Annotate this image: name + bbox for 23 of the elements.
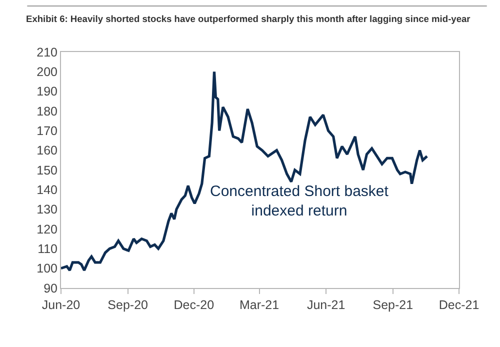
y-tick-label: 190 (36, 84, 58, 99)
y-tick-label: 150 (36, 163, 58, 178)
x-tick-label: Jun-21 (306, 298, 346, 312)
y-tick-label: 160 (36, 144, 58, 158)
annotation: Concentrated Short basket indexed return (210, 183, 390, 220)
y-tick-label: 180 (36, 104, 58, 118)
x-tick-label: Mar-21 (239, 298, 280, 312)
x-tick-label: Dec-21 (438, 298, 480, 312)
y-tick-label: 120 (36, 222, 58, 236)
y-tick-label: 100 (36, 262, 58, 276)
line-series (61, 70, 428, 272)
x-tick-label: Sep-20 (108, 298, 148, 312)
y-tick-label: 170 (36, 124, 58, 138)
y-tick-label: 110 (38, 242, 58, 256)
x-tick-label: Jun-20 (42, 298, 80, 312)
x-tick-label: Dec-20 (174, 298, 214, 312)
chart-title: Exhibit 6: Heavily shorted stocks have outperformed sharply this month after lagging since mid-year (26, 14, 471, 24)
y-tick-label: 130 (36, 202, 58, 217)
y-tick-label: 200 (36, 65, 58, 80)
y-tick-label: 90 (44, 281, 58, 296)
y-tick-label: 210 (36, 45, 58, 60)
y-tick-label: 140 (36, 183, 58, 198)
x-tick-label: Sep-21 (372, 298, 414, 312)
